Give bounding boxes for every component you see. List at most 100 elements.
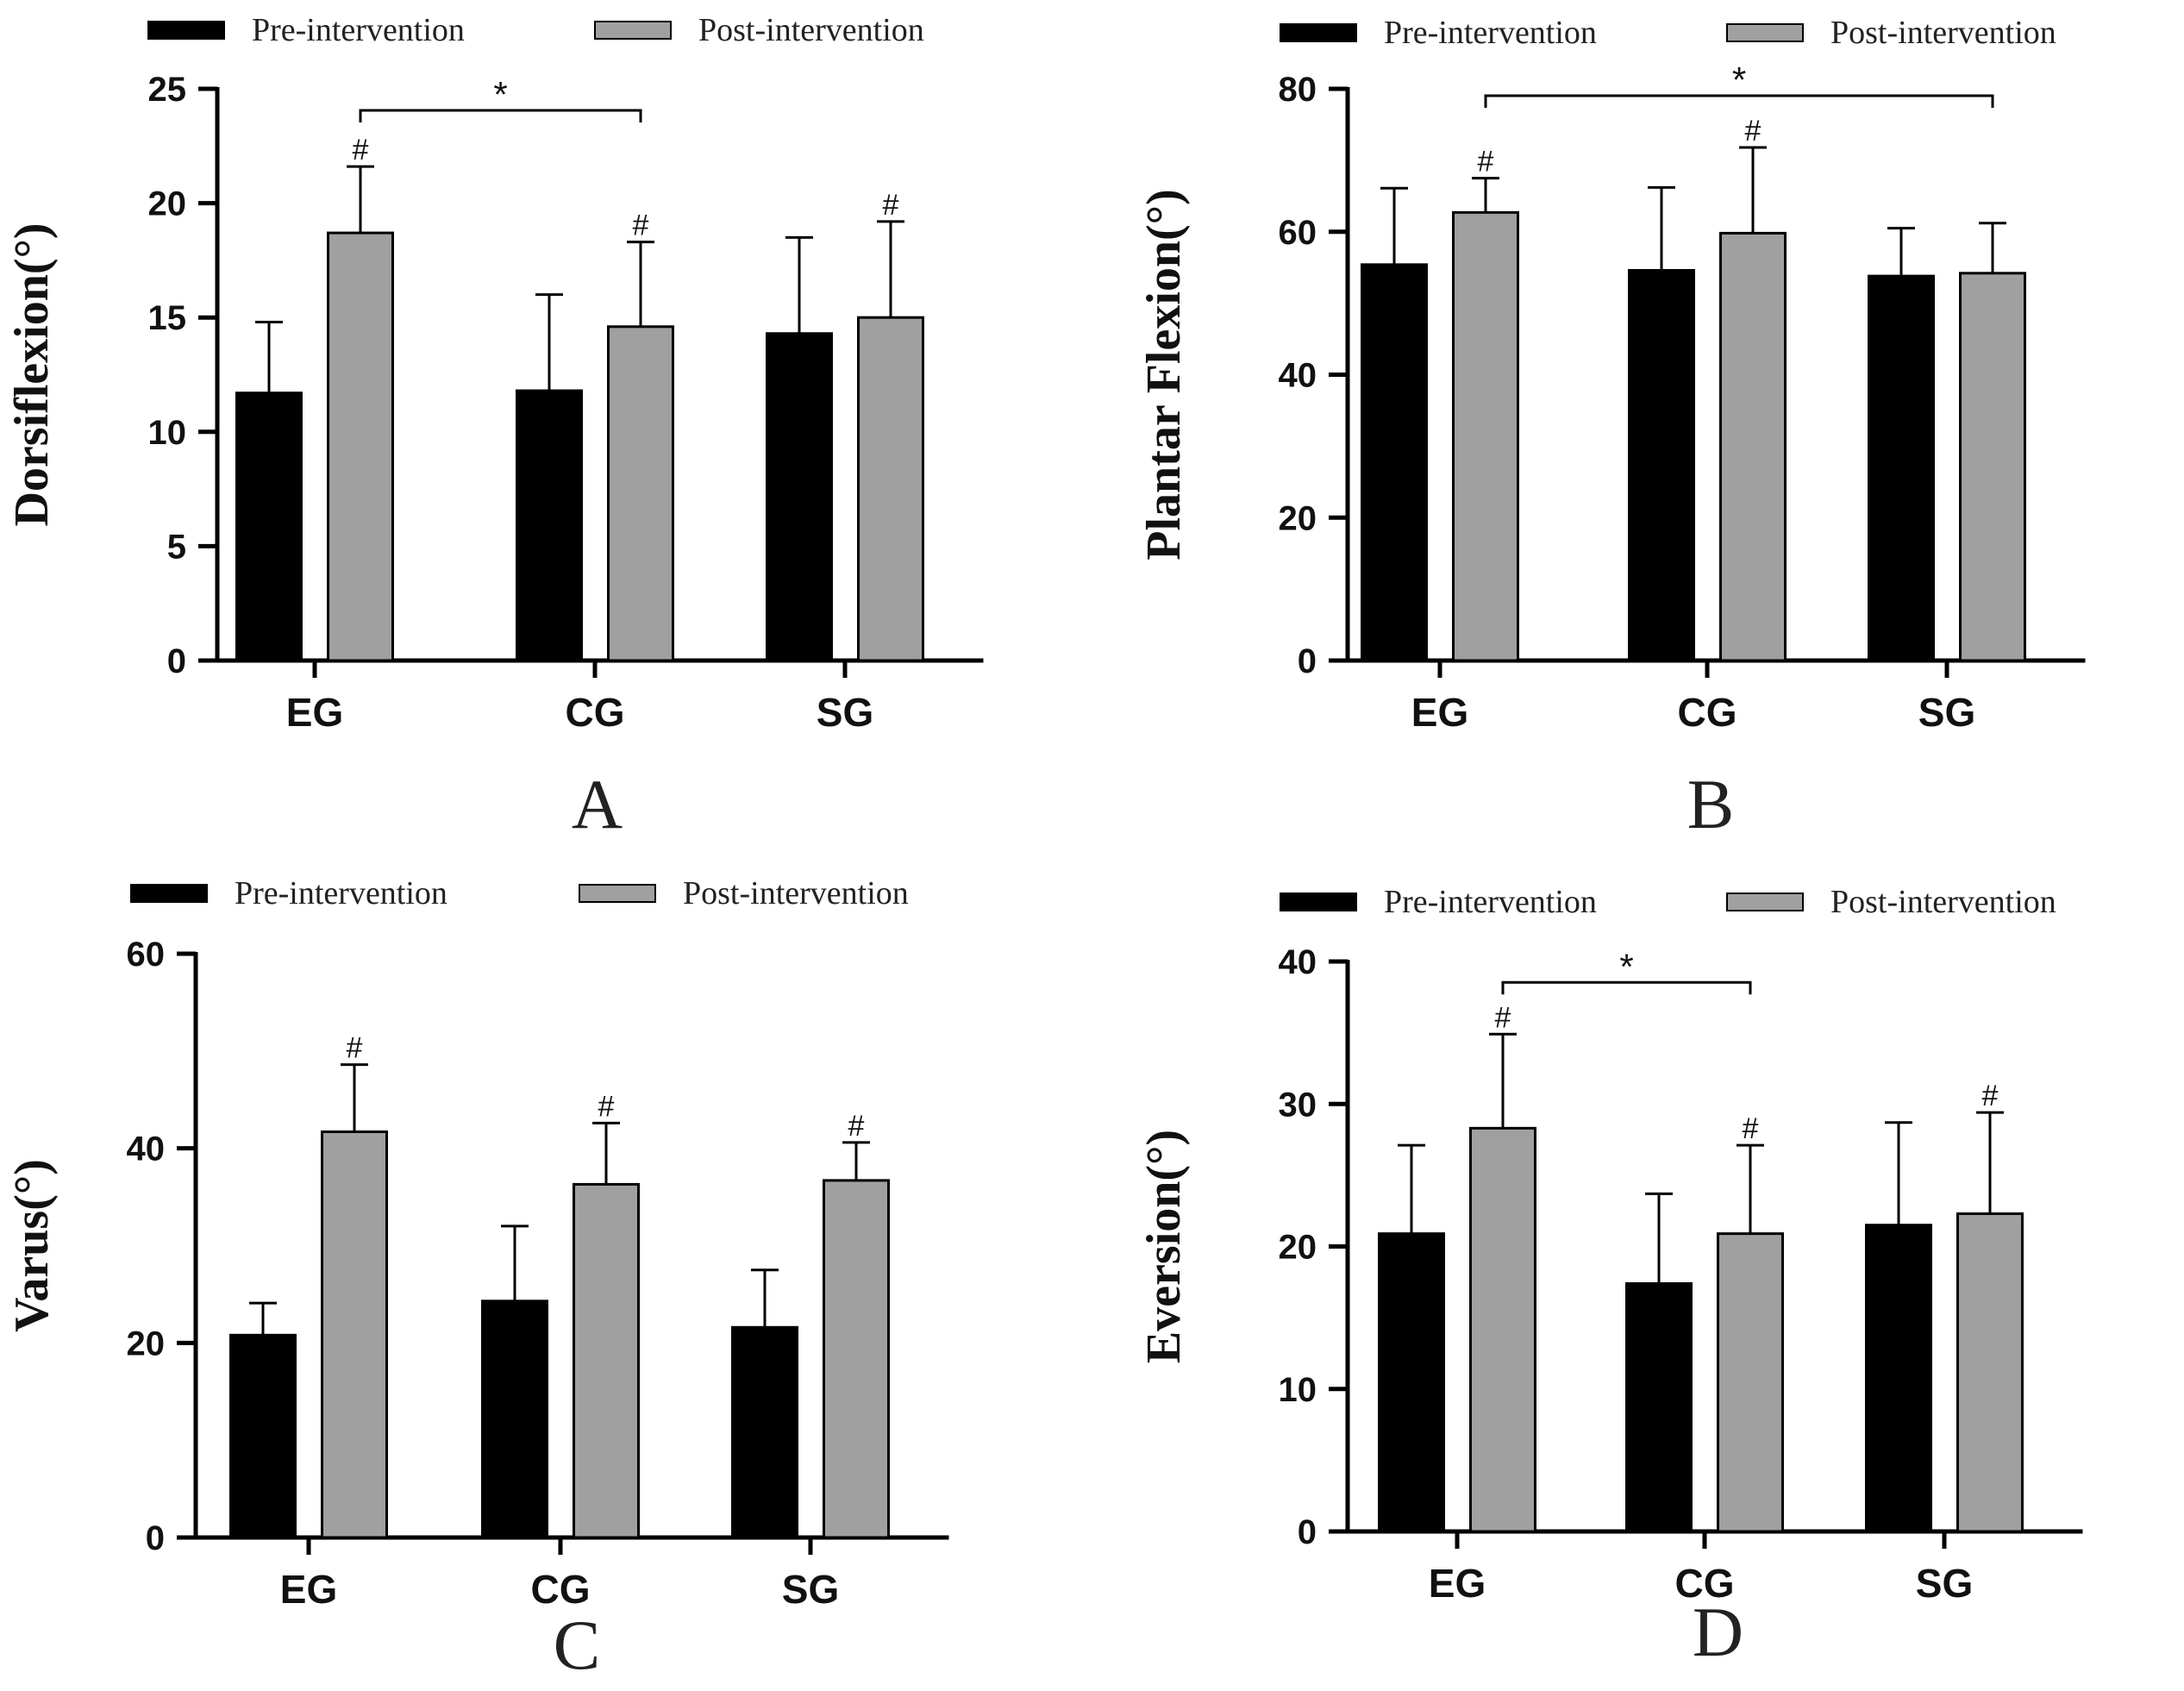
y-axis-title: Varus(°) — [5, 1159, 59, 1332]
panel-c: Pre-intervention Post-intervention 0 20 40 60… — [5, 875, 949, 1684]
legend-swatch-post — [1726, 892, 1804, 911]
x-tick-label-cg: CG — [566, 690, 625, 735]
x-tick-label-eg: EG — [1429, 1561, 1486, 1606]
x-tick-label-cg: CG — [1678, 690, 1737, 735]
bar-post-eg — [327, 231, 394, 662]
legend-label-pre: Pre-intervention — [252, 12, 465, 48]
bar-pre-sg — [766, 332, 833, 662]
y-tick-label: 40 — [127, 1130, 166, 1168]
bar-post-sg — [1956, 1212, 2024, 1533]
legend-label-post: Post-intervention — [683, 875, 909, 911]
significance-star: * — [493, 74, 507, 115]
legend-swatch-pre — [147, 21, 225, 40]
legend-swatch-pre — [130, 884, 208, 903]
significance-bracket — [359, 109, 642, 122]
y-axis-title: Eversion(°) — [1137, 1130, 1191, 1363]
bar-pre-cg — [516, 389, 583, 662]
bar-post-sg — [823, 1179, 890, 1539]
y-tick-label: 80 — [1279, 71, 1317, 109]
x-tick-label-cg: CG — [1675, 1561, 1735, 1606]
significance-hash: # — [883, 189, 899, 222]
legend-label-post: Post-intervention — [1830, 15, 2056, 51]
y-tick-label: 40 — [1279, 357, 1317, 395]
legend-label-pre: Pre-intervention — [1384, 15, 1597, 51]
legend: Pre-intervention Post-intervention — [1280, 15, 2056, 51]
bar-post-eg — [1469, 1126, 1536, 1533]
panel-letter: C — [554, 1606, 601, 1684]
bar-pre-sg — [731, 1325, 798, 1539]
y-tick-label: 10 — [148, 414, 187, 452]
bar-pre-eg — [1378, 1232, 1445, 1533]
x-tick-label-sg: SG — [1916, 1561, 1973, 1606]
bar-pre-eg — [229, 1333, 297, 1539]
x-tick-label-sg: SG — [1918, 690, 1975, 735]
legend-swatch-post — [579, 884, 656, 903]
x-tick-label-sg: SG — [817, 690, 873, 735]
legend-swatch-pre — [1280, 892, 1357, 911]
x-tick-label-eg: EG — [1411, 690, 1468, 735]
bar-post-cg — [1717, 1232, 1784, 1533]
bar-post-sg — [857, 316, 924, 662]
y-tick-label: 60 — [1279, 214, 1317, 252]
significance-hash: # — [598, 1090, 615, 1123]
y-tick-label: 20 — [148, 185, 187, 223]
x-tick-label-cg: CG — [531, 1567, 591, 1612]
y-tick-label: 0 — [1298, 642, 1317, 680]
legend: Pre-intervention Post-intervention — [147, 12, 924, 48]
y-tick-label: 5 — [167, 528, 186, 566]
legend-label-post: Post-intervention — [698, 12, 924, 48]
legend: Pre-intervention Post-intervention — [130, 875, 909, 911]
significance-hash: # — [848, 1110, 865, 1143]
significance-hash: # — [1982, 1080, 1999, 1112]
legend-label-pre: Pre-intervention — [235, 875, 447, 911]
x-tick-label-eg: EG — [280, 1567, 337, 1612]
x-tick-label-eg: EG — [286, 690, 343, 735]
y-axis-title: Plantar Flexion(°) — [1137, 189, 1191, 560]
significance-bracket — [1484, 94, 1994, 108]
bar-post-eg — [321, 1130, 388, 1539]
bar-post-eg — [1452, 210, 1519, 662]
y-tick-label: 0 — [1298, 1513, 1317, 1551]
y-tick-label: 25 — [148, 71, 187, 109]
y-tick-label: 15 — [148, 299, 187, 337]
significance-bracket — [1501, 980, 1752, 995]
significance-hash: # — [1478, 146, 1494, 178]
bar-pre-sg — [1868, 274, 1935, 662]
y-tick-label: 0 — [146, 1519, 165, 1557]
y-tick-label: 0 — [167, 642, 186, 680]
y-axis-title: Dorsiflexion(°) — [5, 222, 59, 526]
y-tick-label: 60 — [127, 936, 166, 974]
bar-post-cg — [607, 325, 674, 662]
significance-hash: # — [1743, 1112, 1759, 1145]
y-tick-label: 20 — [127, 1325, 166, 1362]
y-tick-label: 20 — [1279, 499, 1317, 537]
bar-pre-cg — [1625, 1281, 1693, 1533]
legend-label-post: Post-intervention — [1830, 884, 2056, 920]
bar-pre-eg — [1361, 263, 1428, 662]
panel-letter: A — [572, 765, 623, 843]
significance-hash: # — [633, 210, 649, 242]
bar-pre-sg — [1865, 1224, 1932, 1533]
legend-swatch-post — [1726, 23, 1804, 42]
significance-star: * — [1732, 59, 1746, 100]
bar-pre-cg — [481, 1300, 548, 1539]
y-tick-label: 10 — [1279, 1371, 1317, 1409]
bar-post-cg — [573, 1182, 640, 1539]
significance-hash: # — [1745, 115, 1762, 147]
x-tick-label-sg: SG — [782, 1567, 839, 1612]
significance-hash: # — [347, 1032, 363, 1065]
legend-swatch-post — [594, 21, 672, 40]
panel-a: Pre-intervention Post-intervention 0 5 10 15 2… — [5, 12, 984, 843]
panel-letter: B — [1687, 765, 1735, 843]
legend-swatch-pre — [1280, 23, 1357, 42]
y-tick-label: 40 — [1279, 943, 1317, 981]
bar-post-sg — [1959, 272, 2026, 662]
bar-pre-cg — [1628, 269, 1695, 662]
y-tick-label: 30 — [1279, 1086, 1317, 1124]
significance-hash: # — [1495, 1001, 1511, 1034]
significance-star: * — [1619, 946, 1633, 986]
panel-b: Pre-intervention Post-intervention 0 20 40 60… — [1137, 15, 2086, 843]
legend-label-pre: Pre-intervention — [1384, 884, 1597, 920]
y-tick-label: 20 — [1279, 1229, 1317, 1267]
